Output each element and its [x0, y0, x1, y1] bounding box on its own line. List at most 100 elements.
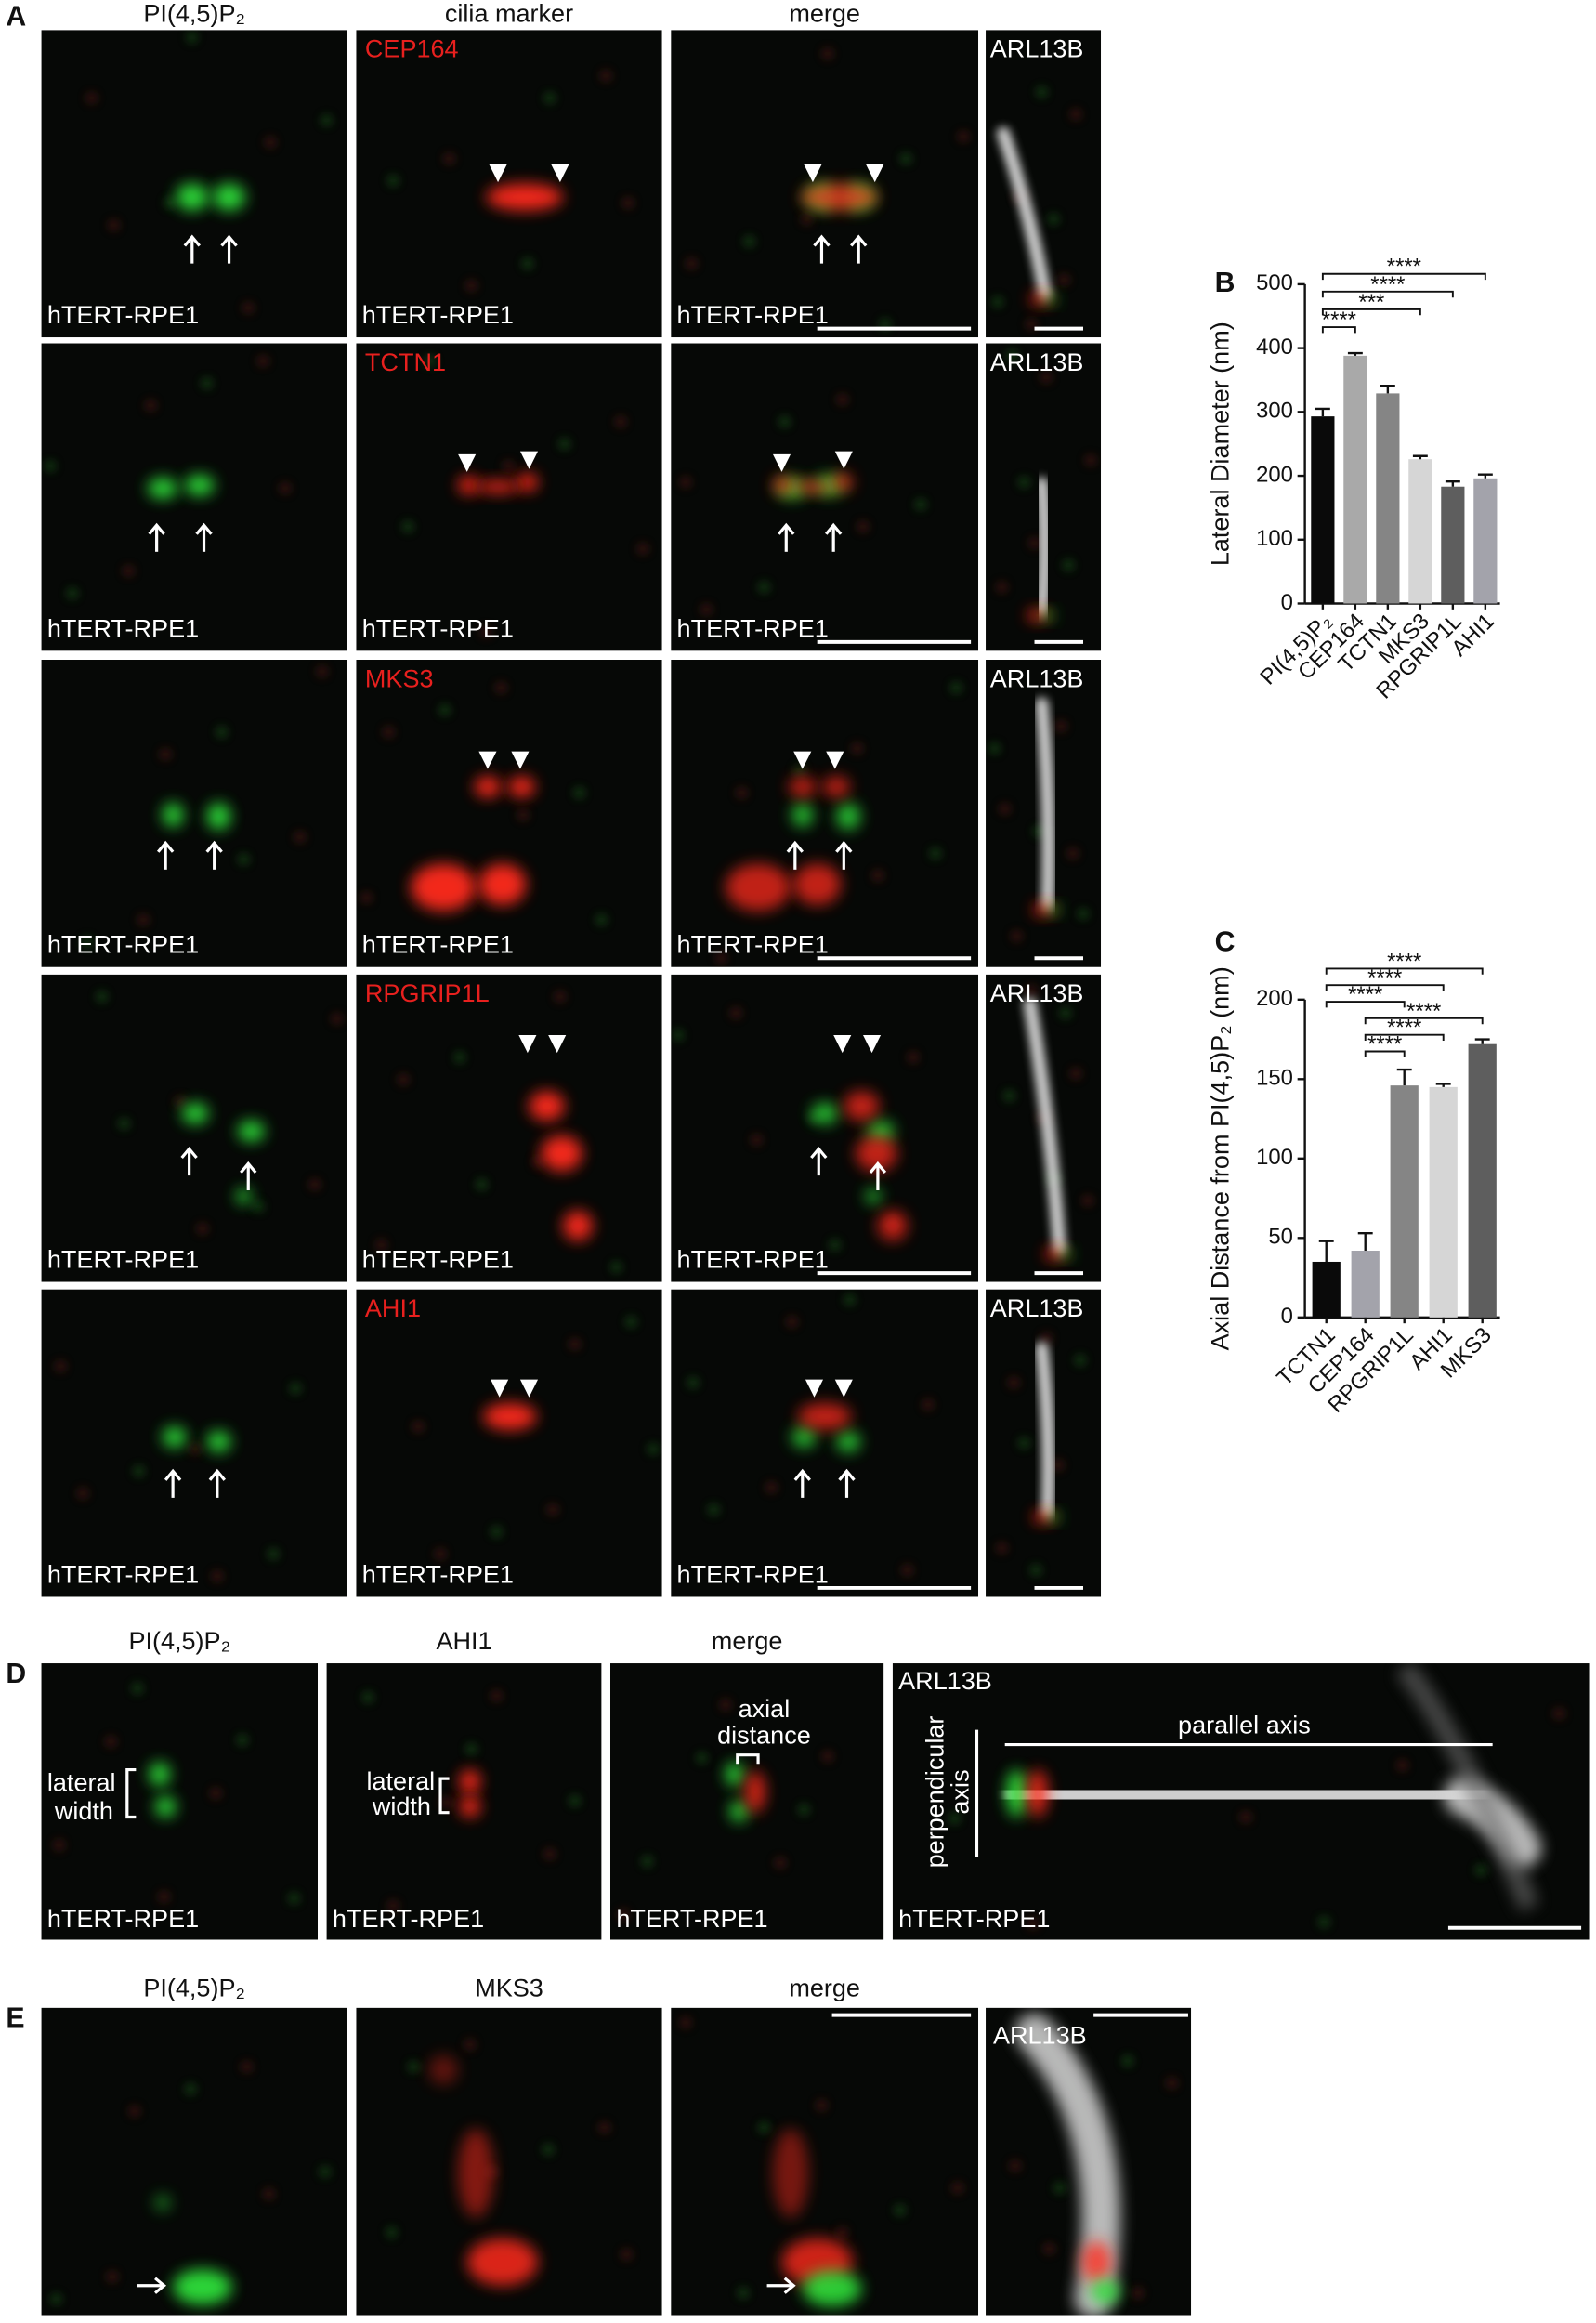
significance-bracket [1364, 1050, 1406, 1057]
speckle [1121, 2054, 1134, 2067]
speckle [1043, 2242, 1055, 2255]
cilium [1035, 697, 1055, 911]
arrow [786, 840, 804, 853]
cell-line-label: hTERT-RPE1 [616, 1905, 767, 1933]
speckle [543, 1847, 556, 1860]
arrowhead [511, 751, 530, 769]
y-tick-label: 0 [1281, 590, 1293, 615]
micrograph-background [41, 343, 347, 651]
speckle [531, 1156, 544, 1169]
arrow [793, 1468, 811, 1481]
speckle [1474, 1864, 1487, 1877]
speckle [465, 280, 477, 292]
significance-bracket [1321, 290, 1454, 298]
micrograph-background [671, 659, 979, 967]
speckle [1059, 1006, 1072, 1019]
cilia-label: ARL13B [993, 2022, 1087, 2050]
micrograph [356, 974, 662, 1282]
speckle [1040, 1332, 1053, 1345]
bracket [736, 1753, 760, 1765]
speckle [465, 1742, 477, 1755]
error-bar [1474, 1038, 1490, 1044]
speckle [164, 197, 177, 209]
signal [459, 1769, 480, 1794]
speckle [696, 1752, 708, 1765]
cell-line-label: hTERT-RPE1 [677, 1246, 829, 1274]
arrowhead [772, 453, 791, 472]
micrograph-background [41, 974, 347, 1282]
cell-line-label: hTERT-RPE1 [362, 301, 514, 329]
signal [789, 776, 817, 797]
speckle [253, 1201, 265, 1213]
speckle [758, 581, 770, 594]
speckle [686, 257, 698, 269]
micrograph-background [356, 974, 662, 1282]
cell-line-label: hTERT-RPE1 [47, 931, 199, 959]
signal [866, 1188, 882, 1204]
speckle [241, 2060, 254, 2073]
speckle [211, 1569, 224, 1582]
speckle [736, 786, 748, 799]
arrow [240, 1161, 257, 1174]
cell-line-label: hTERT-RPE1 [362, 1560, 514, 1588]
speckle [558, 438, 571, 451]
cilium [1023, 997, 1066, 1255]
speckle [321, 113, 333, 126]
arrowhead [804, 164, 822, 183]
speckle [158, 1891, 170, 1903]
speckle [714, 952, 727, 965]
signal [155, 1796, 177, 1818]
cilium [1004, 1771, 1485, 1819]
speckle [238, 853, 250, 866]
cell-line-label: hTERT-RPE1 [677, 1560, 829, 1588]
arrowhead [478, 751, 497, 769]
speckle [729, 1006, 742, 1019]
significance-bracket [1325, 1001, 1406, 1008]
micrograph [671, 1289, 979, 1597]
signal [1044, 295, 1057, 304]
panel-letter: C [1215, 926, 1236, 957]
arrow [869, 1161, 887, 1174]
speckle [264, 136, 277, 149]
cilia-label: ARL13B [990, 1294, 1084, 1322]
speckle [53, 1839, 65, 1852]
significance-label: **** [1348, 982, 1382, 1007]
speckle [1166, 2077, 1178, 2090]
speckle [624, 1316, 637, 1328]
micrograph-background [41, 659, 347, 967]
speckle [569, 1338, 582, 1350]
micrograph [41, 659, 347, 967]
column-header: merge [789, 0, 860, 28]
cell-line-label: hTERT-RPE1 [47, 1560, 199, 1588]
marker-label: MKS3 [365, 664, 434, 692]
speckle [542, 2144, 555, 2156]
speckle [1018, 1437, 1030, 1450]
speckle [914, 498, 927, 511]
speckle [554, 991, 567, 1003]
speckle [836, 2226, 849, 2238]
annotation: axis [947, 1769, 975, 1814]
micrograph-background [41, 1663, 319, 1940]
arrow [835, 840, 853, 853]
signal [1044, 1248, 1066, 1260]
significance-label: **** [1367, 965, 1402, 991]
speckle [476, 1178, 488, 1191]
micrograph [356, 659, 662, 967]
significance-label: **** [1322, 308, 1356, 333]
speckle [758, 2121, 770, 2133]
speckle [595, 913, 608, 926]
micrograph [671, 2007, 979, 2316]
marker-label: TCTN1 [365, 348, 446, 376]
cell-line-label: hTERT-RPE1 [677, 614, 829, 642]
speckle [201, 377, 214, 389]
bar [1312, 1261, 1341, 1318]
micrograph-background [671, 1289, 979, 1597]
speckle [159, 748, 172, 761]
significance-label: *** [1358, 290, 1384, 315]
speckle [871, 869, 884, 882]
bracket [438, 1777, 450, 1815]
arrowhead [834, 1379, 853, 1398]
speckle [66, 586, 79, 599]
